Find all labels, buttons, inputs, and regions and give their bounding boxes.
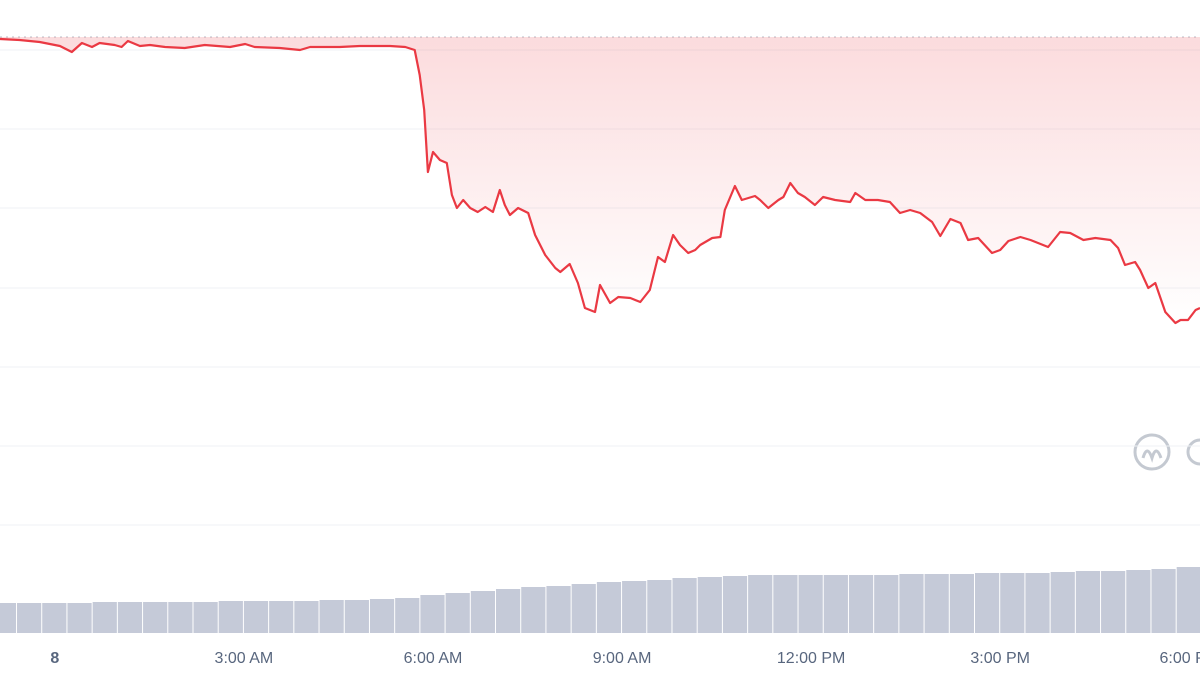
volume-bar	[445, 593, 470, 633]
volume-bar	[823, 575, 848, 633]
volume-bar	[546, 586, 571, 633]
volume-bar	[1025, 573, 1050, 633]
volume-bar	[848, 575, 874, 633]
volume-bar	[773, 575, 798, 633]
x-tick-label: 3:00 PM	[970, 650, 1030, 667]
price-area	[0, 37, 1200, 323]
volume-bar	[521, 587, 546, 633]
volume-bar	[672, 578, 697, 633]
volume-bar	[647, 580, 672, 633]
volume-bar	[722, 576, 748, 633]
volume-bar	[1126, 570, 1151, 633]
volume-bar	[67, 603, 92, 633]
price-line	[0, 37, 1200, 325]
x-tick-label: 3:00 AM	[215, 650, 274, 667]
volume-bar	[319, 600, 344, 633]
volume-bar	[622, 581, 647, 633]
volume-bar	[193, 602, 218, 633]
x-tick-label: 6:00 AM	[404, 650, 463, 667]
volume-bar	[1050, 572, 1075, 633]
volume-bar	[748, 575, 773, 633]
volume-bar	[496, 589, 521, 633]
volume-bar	[395, 598, 420, 633]
volume-bar	[949, 574, 974, 633]
volume-bar	[168, 602, 193, 633]
volume-bar	[143, 602, 168, 633]
watermark-logo	[1133, 433, 1200, 471]
volume-bar	[571, 584, 596, 633]
volume-bar	[218, 601, 243, 633]
volume-bar	[92, 602, 117, 633]
volume-bar	[697, 577, 722, 633]
volume-bar	[17, 603, 42, 633]
volume-bar	[798, 575, 823, 633]
x-tick-label: 8	[50, 650, 59, 667]
volume-bar	[899, 574, 924, 633]
volume-bar	[42, 603, 67, 633]
volume-bar	[117, 602, 143, 633]
volume-bar	[1176, 567, 1200, 633]
volume-bar	[1151, 569, 1176, 633]
volume-bar	[924, 574, 949, 633]
volume-bar	[294, 601, 319, 633]
volume-bar	[420, 595, 445, 633]
x-tick-label: 9:00 AM	[593, 650, 652, 667]
volume-bar	[470, 591, 496, 633]
volume-bar	[1101, 571, 1126, 633]
volume-bar	[1075, 571, 1101, 633]
volume-bar	[344, 600, 369, 633]
volume-bar	[1000, 573, 1025, 633]
volume-bar	[243, 601, 269, 633]
volume-bar	[874, 575, 899, 633]
x-tick-label: 12:00 PM	[777, 650, 845, 667]
volume-bar	[369, 599, 395, 633]
volume-bar	[269, 601, 294, 633]
x-tick-label: 6:00 PM	[1159, 650, 1200, 667]
volume-bar	[596, 582, 622, 633]
volume-bar	[0, 603, 17, 633]
volume-bar	[975, 573, 1000, 633]
